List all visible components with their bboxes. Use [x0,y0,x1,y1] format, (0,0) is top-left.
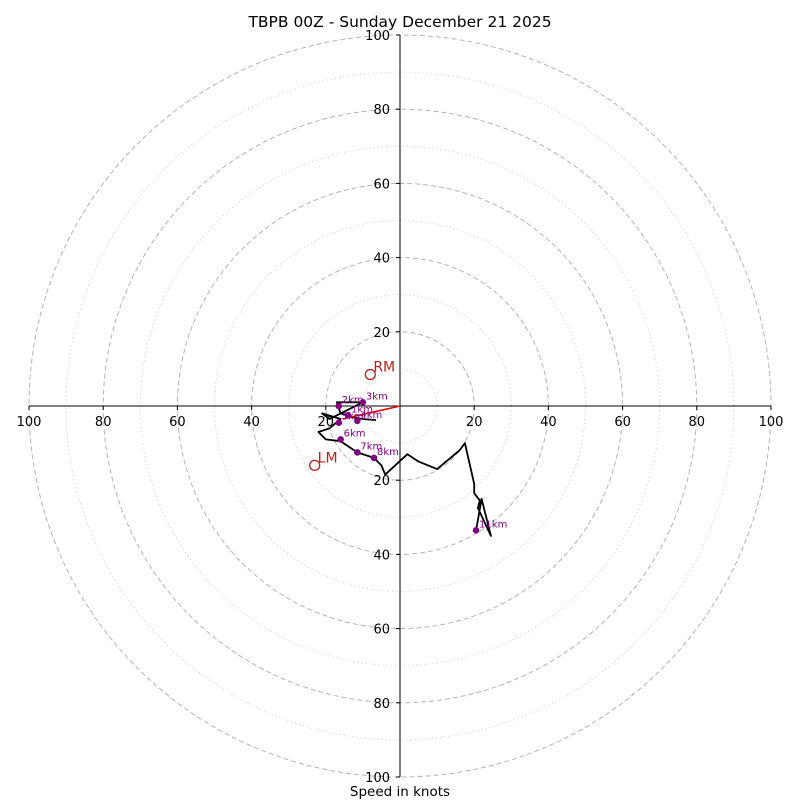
y-tick-label: 20 [373,326,390,341]
height-marker-label: 4km [360,410,382,421]
wind-trace-line [317,401,492,537]
y-tick-label: 40 [373,548,390,563]
y-tick-label: 100 [365,771,390,786]
y-tick-label: 60 [373,177,390,192]
height-marker-label: 6km [344,428,366,439]
height-marker-dot [472,526,480,534]
storm-motion-lm-label: LM [318,450,338,466]
storm-motion-markers: RM LM [309,359,395,472]
storm-motion-rm-marker [364,368,376,381]
y-tick-label: 60 [373,623,390,638]
height-marker-dot [337,436,344,443]
height-marker-label: 8km [377,447,399,458]
y-tick-label: 20 [373,474,390,489]
height-marker-label: 11km [479,519,507,530]
x-tick-label: 60 [614,415,631,430]
storm-motion-rm-label: RM [373,359,395,375]
x-axis-label: Speed in knots [350,784,450,800]
shear-vector [342,405,401,420]
height-marker-label: 2km [342,395,364,406]
height-marker-label: 1km [351,404,373,415]
x-tick-label: 100 [17,415,42,430]
y-tick-label: 40 [373,252,390,267]
height-marker-label: 3km [366,391,388,402]
chart-title: TBPB 00Z - Sunday December 21 2025 [247,13,551,31]
height-marker-dot [370,454,378,462]
shear-vector-line [342,405,401,420]
wind-trace [317,401,492,537]
x-tick-label: 20 [466,415,483,430]
x-tick-label: 80 [95,415,112,430]
storm-motion-lm-marker [309,459,321,472]
height-marker-dot [354,417,361,425]
height-marker-dot [354,449,361,456]
y-tick-label: 80 [373,103,390,118]
x-tick-label: 80 [689,415,706,430]
height-marker-label: 7km [360,441,382,452]
height-marker-dot [359,398,367,406]
height-marker-dot [335,419,343,426]
height-marker-dot [335,402,343,410]
y-tick-label: 80 [373,697,390,712]
x-tick-label: 40 [540,415,557,430]
y-tick-label: 100 [365,29,390,44]
x-tick-label: 40 [243,415,260,430]
height-marker-dot [344,411,352,419]
x-tick-label: 100 [759,415,784,430]
x-tick-label: 60 [169,415,186,430]
height-marker-label: 5km [342,412,364,423]
